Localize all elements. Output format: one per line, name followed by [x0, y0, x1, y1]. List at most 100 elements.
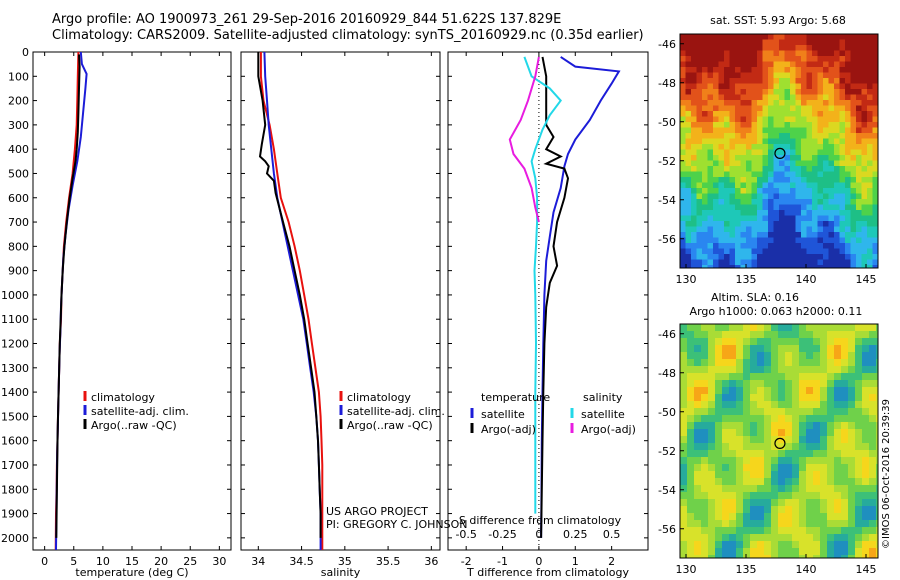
map-xtick-label: 135: [736, 563, 757, 576]
sdiff-tick-label: -0.25: [488, 528, 516, 541]
sal-xtick-label: 35: [338, 555, 352, 568]
map-ytick-label: -54: [658, 194, 676, 207]
depth-tick-label: 200: [8, 95, 29, 108]
sal-series-1: [263, 51, 322, 550]
depth-tick-label: 1800: [1, 483, 29, 496]
legend-group-title: temperature: [481, 391, 550, 404]
legend-label: Argo(..raw -QC): [347, 419, 433, 432]
sal-xtick-label: 35.5: [376, 555, 401, 568]
argo-float-marker: [774, 437, 786, 449]
sal-xtick-label: 36: [424, 555, 438, 568]
map-ytick-label: -56: [658, 523, 676, 536]
depth-tick-label: 1600: [1, 435, 29, 448]
diff-series-0: [540, 56, 621, 538]
sst-map-field: [680, 34, 878, 268]
diff-xtick-label: -2: [461, 555, 472, 568]
diff-series-3: [508, 56, 540, 223]
map-xtick-label: 145: [856, 563, 877, 576]
depth-tick-label: 1300: [1, 362, 29, 375]
sla-map-field: [680, 324, 878, 558]
sdiff-tick-label: 0: [535, 528, 542, 541]
depth-tick-label: 300: [8, 119, 29, 132]
temp-xtick-label: 25: [183, 555, 197, 568]
depth-tick-label: 0: [22, 46, 29, 59]
diff-series-1: [540, 56, 570, 538]
sal-frame: [240, 51, 441, 551]
map-ytick-label: -50: [658, 116, 676, 129]
diff-xtick-label: -1: [497, 555, 508, 568]
map-ytick-label: -46: [658, 38, 676, 51]
title-line-2: Climatology: CARS2009. Satellite-adjuste…: [52, 28, 644, 43]
sdiff-tick-label: 0.5: [603, 528, 621, 541]
depth-tick-label: 600: [8, 192, 29, 205]
map-ytick-label: -52: [658, 155, 676, 168]
temp-xtick-label: 15: [125, 555, 139, 568]
map-xtick-label: 135: [736, 273, 757, 286]
temp-frame: [32, 51, 232, 551]
depth-tick-label: 500: [8, 167, 29, 180]
temp-xtick-label: 0: [41, 555, 48, 568]
map-xtick-label: 140: [796, 563, 817, 576]
sal-xtick-label: 34: [251, 555, 265, 568]
depth-tick-label: 1000: [1, 289, 29, 302]
legend-label: Argo(-adj): [481, 423, 536, 436]
diff-panel: -2 -1 0 1 2T difference from climatology -0.5…: [447, 51, 649, 579]
temp-xtick-label: 30: [212, 555, 226, 568]
sdiff-tick-label: -0.5: [455, 528, 476, 541]
depth-tick-label: 1100: [1, 313, 29, 326]
temp-xtick-label: 10: [96, 555, 110, 568]
credit-project: US ARGO PROJECT: [326, 505, 428, 518]
sla-map-title-2: Argo h1000: 0.063 h2000: 0.11: [690, 305, 863, 318]
map-xtick-label: 140: [796, 273, 817, 286]
depth-tick-label: 800: [8, 240, 29, 253]
legend-label: climatology: [91, 391, 155, 404]
sal-xtick-label: 34.5: [289, 555, 314, 568]
sal-series-0: [259, 52, 324, 550]
diff-xtick-label: 1: [572, 555, 579, 568]
sst-map-frame: [679, 33, 879, 269]
map-ytick-label: -48: [658, 367, 676, 380]
legend-label: satellite-adj. clim.: [91, 405, 189, 418]
diff-series-2: [523, 56, 562, 514]
sst-map-title: sat. SST: 5.93 Argo: 5.68: [710, 14, 846, 27]
depth-tick-label: 700: [8, 216, 29, 229]
diff-xlabel: T difference from climatology: [466, 566, 629, 579]
map-xtick-label: 130: [676, 273, 697, 286]
temp-panel: 0100200300400500600700800900100011001200…: [1, 46, 232, 579]
depth-tick-label: 100: [8, 70, 29, 83]
legend-label: satellite-adj. clim.: [347, 405, 445, 418]
temp-series-2: [55, 54, 81, 538]
map-ytick-label: -56: [658, 233, 676, 246]
depth-tick-label: 400: [8, 143, 29, 156]
legend-label: Argo(..raw -QC): [91, 419, 177, 432]
legend-label: climatology: [347, 391, 411, 404]
depth-tick-label: 1900: [1, 508, 29, 521]
map-ytick-label: -50: [658, 406, 676, 419]
map-xtick-label: 145: [856, 273, 877, 286]
diff-xtick-label: 0: [535, 555, 542, 568]
sla-map-frame: [679, 323, 879, 559]
temp-xtick-label: 20: [154, 555, 168, 568]
depth-tick-label: 1500: [1, 410, 29, 423]
legend-group-title: salinity: [583, 391, 623, 404]
diff-xtick-label: 2: [608, 555, 615, 568]
map-ytick-label: -54: [658, 484, 676, 497]
argo-float-marker: [774, 147, 786, 159]
depth-tick-label: 1700: [1, 459, 29, 472]
imos-watermark: ©IMOS 06-Oct-2016 20:39:39: [881, 399, 892, 549]
temp-series-0: [54, 51, 80, 551]
depth-tick-label: 900: [8, 265, 29, 278]
legend-label: Argo(-adj): [581, 423, 636, 436]
sdiff-axis-label: S difference from climatology: [459, 514, 622, 527]
sla-map-title-1: Altim. SLA: 0.16: [711, 291, 799, 304]
map-xtick-label: 130: [676, 563, 697, 576]
legend-label: satellite: [481, 408, 525, 421]
sal-xlabel: salinity: [321, 566, 361, 579]
sdiff-tick-label: 0.25: [563, 528, 588, 541]
map-ytick-label: -52: [658, 445, 676, 458]
temp-xlabel: temperature (deg C): [75, 566, 188, 579]
sal-series-2: [257, 52, 322, 538]
depth-tick-label: 2000: [1, 532, 29, 545]
legend-label: satellite: [581, 408, 625, 421]
